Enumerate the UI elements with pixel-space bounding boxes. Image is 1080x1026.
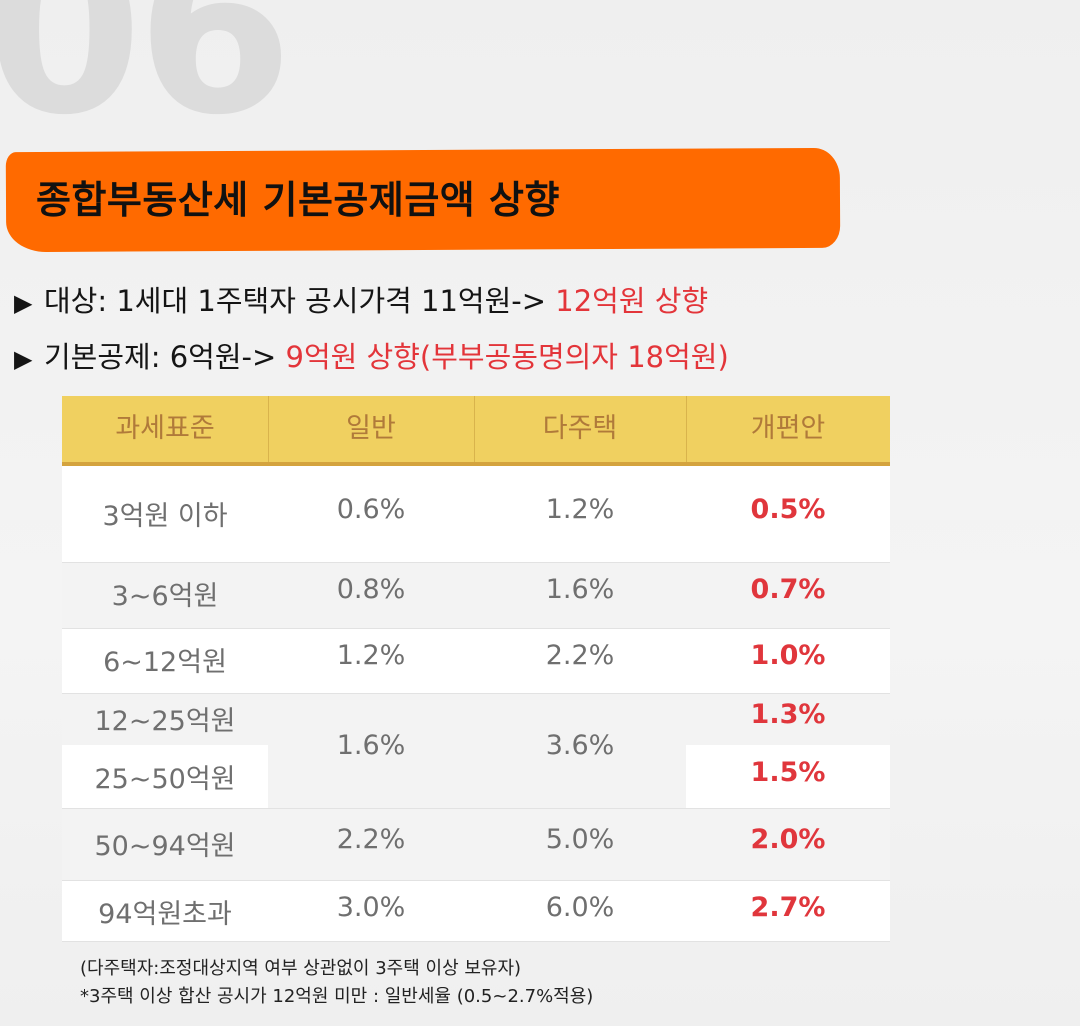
cell-bracket: 94억원초과	[98, 899, 232, 930]
header-bracket: 과세표준	[115, 413, 215, 444]
cell-bracket: 6~12억원	[103, 647, 227, 678]
cell-general: 3.0%	[336, 892, 406, 923]
header-general: 일반	[346, 413, 396, 444]
bullet-highlight: 9억원 상향(부부공동명의자 18억원)	[285, 340, 729, 374]
cell-bracket: 12~25억원	[94, 706, 236, 737]
cell-reform: 0.5%	[750, 494, 826, 525]
row-divider	[62, 562, 890, 563]
cell-bracket: 3~6억원	[111, 581, 219, 612]
table-row	[62, 562, 890, 628]
header-reform: 개편안	[750, 413, 826, 444]
header-divider	[268, 396, 269, 462]
cell-reform: 0.7%	[750, 574, 826, 605]
table-header: 과세표준 일반 다주택 개편안	[62, 396, 890, 466]
header-divider	[686, 396, 687, 462]
cell-general: 1.2%	[336, 640, 406, 671]
page-title: 종합부동산세 기본공제금액 상향	[36, 178, 560, 222]
row-divider	[62, 941, 890, 942]
tax-rate-table: 과세표준 일반 다주택 개편안 3억원 이하 0.6% 1.2% 0.5% 3~…	[62, 396, 890, 942]
footnote-multi-owner: (다주택자:조정대상지역 여부 상관없이 3주택 이상 보유자)	[80, 958, 522, 979]
bullet-deduction: ▶ 기본공제: 6억원-> 9억원 상향(부부공동명의자 18억원)	[14, 337, 729, 377]
triangle-bullet-icon: ▶	[14, 289, 33, 317]
cell-reform: 2.0%	[750, 824, 826, 855]
cell-bg	[686, 745, 890, 808]
cell-bracket: 3억원 이하	[102, 501, 228, 532]
header-divider	[474, 396, 475, 462]
row-divider	[62, 628, 890, 629]
bullet-text: 대상: 1세대 1주택자 공시가격 11억원->	[44, 284, 556, 318]
table-row	[62, 628, 890, 693]
cell-reform: 1.5%	[750, 757, 826, 788]
table-row	[62, 880, 890, 942]
cell-multi: 1.2%	[545, 494, 615, 525]
cell-general-merged: 1.6%	[336, 730, 406, 761]
table-row	[62, 466, 890, 562]
cell-multi: 2.2%	[545, 640, 615, 671]
footnote-general-rate: *3주택 이상 합산 공시가 12억원 미만 : 일반세율 (0.5~2.7%적…	[80, 986, 594, 1007]
cell-multi: 6.0%	[545, 892, 615, 923]
header-multi: 다주택	[542, 413, 618, 444]
row-divider	[62, 693, 890, 694]
cell-multi: 5.0%	[545, 824, 615, 855]
cell-reform: 1.0%	[750, 640, 826, 671]
cell-general: 0.6%	[336, 494, 406, 525]
table-row	[62, 808, 890, 880]
row-divider	[62, 880, 890, 881]
cell-bracket: 25~50억원	[94, 764, 236, 795]
section-number: 06	[0, 0, 293, 165]
triangle-bullet-icon: ▶	[14, 345, 33, 373]
bullet-text: 기본공제: 6억원->	[44, 340, 286, 374]
cell-bracket: 50~94억원	[94, 831, 236, 862]
bullet-target: ▶ 대상: 1세대 1주택자 공시가격 11억원-> 12억원 상향	[14, 281, 708, 321]
cell-reform: 1.3%	[750, 699, 826, 730]
cell-reform: 2.7%	[750, 892, 826, 923]
bullet-highlight: 12억원 상향	[555, 284, 709, 318]
cell-multi-merged: 3.6%	[545, 730, 615, 761]
cell-multi: 1.6%	[545, 574, 615, 605]
cell-general: 2.2%	[336, 824, 406, 855]
cell-general: 0.8%	[336, 574, 406, 605]
row-divider	[62, 808, 890, 809]
cell-bg	[62, 745, 268, 808]
